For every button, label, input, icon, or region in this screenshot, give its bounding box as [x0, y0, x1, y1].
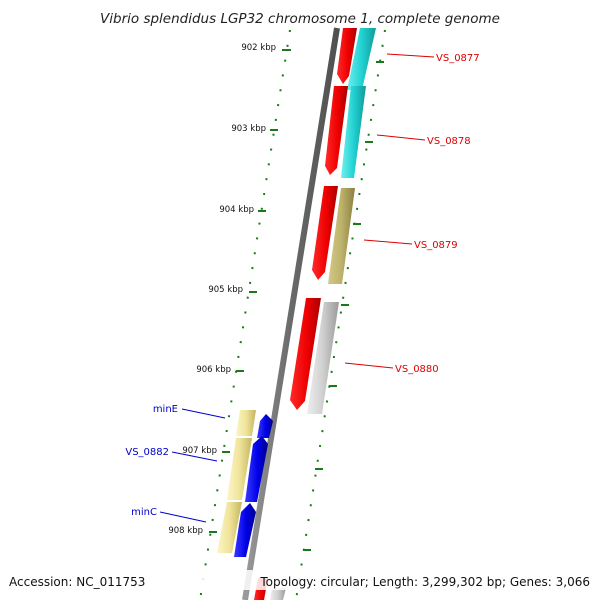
reverse-cds-arrow[interactable] — [257, 414, 273, 438]
gene-label-minC[interactable]: minC — [131, 507, 157, 518]
tick-label: 905 kbp — [208, 285, 243, 295]
reverse-cds-arrow[interactable] — [245, 436, 268, 502]
accession-text: Accession: NC_011753 — [9, 575, 145, 589]
genome-backbone — [242, 27, 340, 600]
gene-label-vs0877[interactable]: VS_0877 — [436, 53, 480, 64]
label-leader — [181, 408, 226, 419]
gene-minE[interactable] — [236, 410, 273, 438]
cog-bar — [227, 438, 252, 500]
label-leader — [386, 53, 435, 58]
footer-backdrop — [0, 570, 600, 590]
forward-cds-arrow[interactable] — [337, 28, 357, 84]
tick-label: 903 kbp — [231, 124, 266, 134]
gene-vs0880[interactable] — [290, 298, 339, 414]
cog-bar — [347, 28, 376, 90]
gene-label-vs0880[interactable]: VS_0880 — [395, 364, 439, 375]
gene-label-vs0882[interactable]: VS_0882 — [125, 447, 169, 458]
tick-label: 902 kbp — [241, 43, 276, 53]
tick-label: 907 kbp — [182, 446, 217, 456]
reverse-cds-arrow[interactable] — [234, 503, 256, 557]
cog-bar — [341, 86, 366, 178]
tick-label: 906 kbp — [196, 365, 231, 375]
right-tick-guide — [295, 29, 386, 600]
gene-label-vs0878[interactable]: VS_0878 — [427, 136, 471, 147]
label-leader — [363, 239, 413, 245]
label-leader — [376, 134, 426, 141]
cog-bar — [270, 588, 286, 600]
forward-cds-arrow[interactable] — [312, 186, 338, 280]
cog-bar — [328, 188, 355, 284]
gene-vs0878[interactable] — [325, 86, 366, 178]
label-leader — [344, 362, 394, 369]
genome-summary-text: Topology: circular; Length: 3,299,302 bp… — [259, 575, 590, 589]
gene-vs0879[interactable] — [312, 186, 355, 284]
cog-bar — [307, 302, 339, 414]
forward-cds-arrow[interactable] — [290, 298, 321, 410]
map-title: Vibrio splendidus LGP32 chromosome 1, co… — [100, 11, 500, 27]
cog-bar — [217, 502, 242, 553]
forward-cds-arrow[interactable] — [325, 86, 348, 175]
tick-label: 908 kbp — [168, 526, 203, 536]
tick-label: 904 kbp — [219, 205, 254, 215]
cog-bar — [236, 410, 256, 436]
gene-minC[interactable] — [217, 502, 256, 557]
gene-label-minE[interactable]: minE — [153, 404, 178, 415]
left-tick-guide — [199, 29, 291, 600]
label-leader — [159, 511, 207, 523]
gene-label-vs0879[interactable]: VS_0879 — [414, 240, 458, 251]
gene-vs0877[interactable] — [337, 28, 376, 90]
major-ticks — [209, 49, 384, 551]
gene-vs0882[interactable] — [227, 436, 268, 502]
label-leader — [171, 451, 218, 462]
